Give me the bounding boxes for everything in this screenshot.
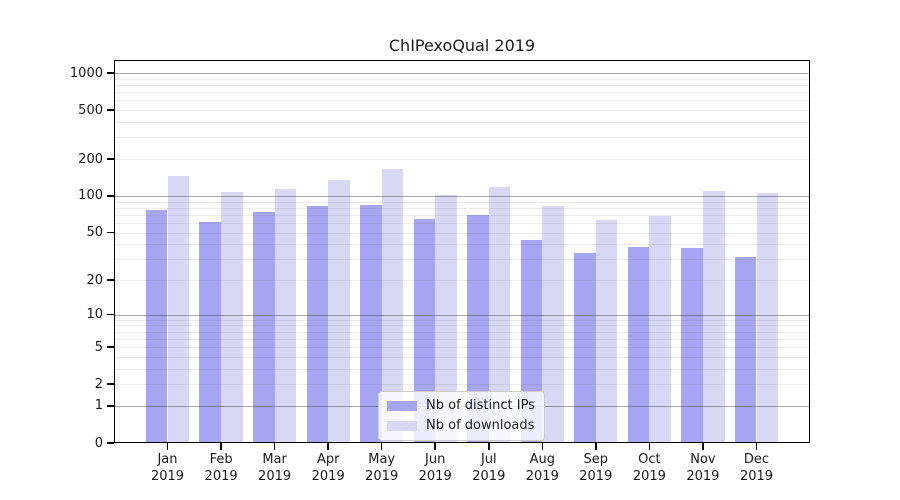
y-tick-mark [107,313,114,316]
y-tick-mark [107,405,114,407]
legend-label-downloads: Nb of downloads [426,418,535,433]
bar-distinct-ips [734,257,757,443]
x-tick-mark [220,443,222,450]
bar-distinct-ips [360,204,382,443]
x-tick-label: Aug 2019 [525,452,559,484]
bar-distinct-ips [467,214,489,443]
bar-downloads [167,176,190,443]
x-tick-mark [327,443,329,450]
x-tick-mark [541,443,544,450]
legend: Nb of distinct IPs Nb of downloads [378,391,545,441]
bar-distinct-ips [306,206,329,443]
legend-item-distinct-ips: Nb of distinct IPs [387,398,535,414]
x-tick-label: Feb 2019 [204,452,238,484]
bar-downloads [328,179,350,443]
y-tick-mark [107,158,114,160]
y-tick-label: 10 [86,307,103,323]
legend-label-distinct-ips: Nb of distinct IPs [426,398,535,413]
x-tick-label: Jan 2019 [150,452,185,484]
x-tick-label: May 2019 [365,452,399,484]
y-tick-mark [107,279,114,281]
y-tick-label: 1000 [69,65,103,81]
bar-downloads [595,220,618,443]
y-tick-label: 5 [94,339,103,355]
y-tick-mark [107,109,114,111]
x-tick-mark [488,443,490,450]
legend-swatch-downloads [387,421,417,431]
y-tick-label: 100 [78,188,103,204]
bar-downloads [542,205,564,443]
bar-distinct-ips [574,252,596,443]
x-tick-mark [702,443,704,450]
bar-distinct-ips [252,211,275,443]
y-tick-mark [107,72,114,74]
x-tick-mark [434,443,436,450]
x-tick-label: Sep 2019 [579,452,613,484]
bar-distinct-ips [627,246,650,443]
x-tick-label: Jul 2019 [472,452,506,484]
plot-area: Nb of distinct IPs Nb of downloads [114,60,810,443]
y-tick-label: 2 [94,376,103,392]
legend-item-downloads: Nb of downloads [387,418,535,434]
x-tick-mark [273,443,276,450]
x-tick-label: Oct 2019 [632,452,666,484]
bar-downloads [756,193,779,443]
y-tick-mark [107,383,114,385]
y-tick-label: 1 [94,398,103,414]
y-tick-label: 500 [78,102,103,118]
bar-downloads [274,189,297,443]
chart-title: ChIPexoQual 2019 [388,36,536,55]
y-tick-label: 200 [78,151,103,167]
x-tick-mark [595,443,597,450]
x-tick-label: Jun 2019 [418,452,452,484]
bar-downloads [488,187,511,443]
y-tick-mark [107,195,114,197]
x-tick-mark [380,443,383,450]
y-tick-label: 20 [86,272,103,288]
y-tick-label: 0 [94,435,103,451]
x-tick-label: Mar 2019 [258,452,292,484]
bar-distinct-ips [145,210,168,443]
bar-downloads [702,191,725,443]
x-tick-mark [755,443,758,450]
x-tick-mark [648,443,651,450]
legend-swatch-distinct-ips [387,401,417,411]
y-tick-label: 50 [86,225,103,240]
x-tick-label: Nov 2019 [686,452,720,484]
bar-distinct-ips [681,248,703,443]
bar-distinct-ips [413,218,436,443]
bar-downloads [221,192,243,443]
bar-downloads [435,194,457,443]
bar-downloads [649,216,672,443]
x-tick-label: Apr 2019 [311,452,345,484]
bar-downloads [381,169,404,443]
y-tick-mark [107,442,114,444]
x-tick-label: Dec 2019 [739,452,774,484]
bars-layer [114,60,810,443]
x-tick-mark [166,443,169,450]
y-tick-mark [107,346,114,348]
y-tick-mark [107,231,114,234]
bar-distinct-ips [199,222,222,443]
